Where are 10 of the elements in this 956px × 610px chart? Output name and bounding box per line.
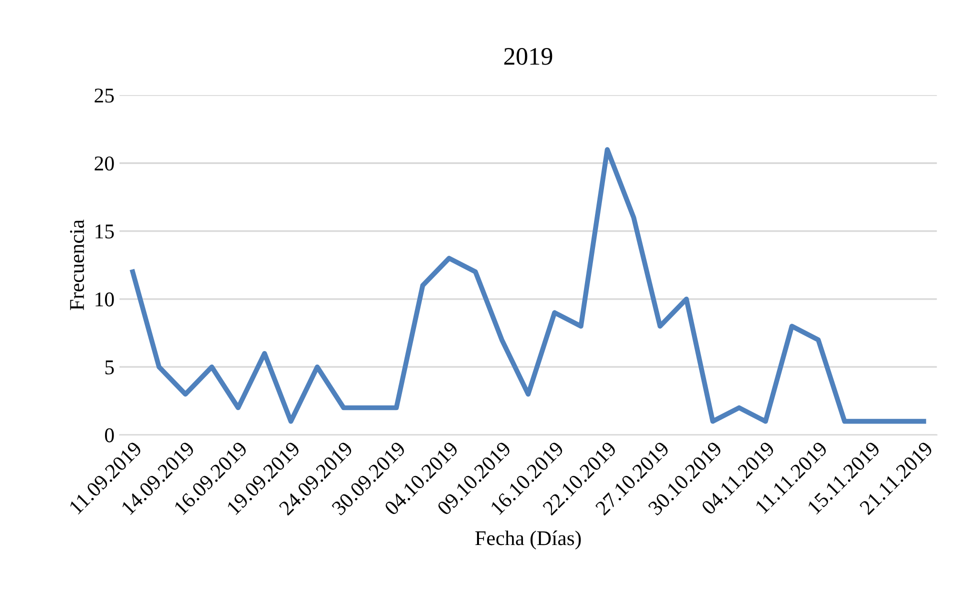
y-tick-label: 5 (105, 360, 114, 374)
y-tick-label: 10 (96, 292, 114, 306)
y-tick-label: 15 (96, 224, 114, 238)
y-tick-label: 0 (105, 428, 114, 442)
chart-title: 2019 (504, 48, 552, 65)
y-tick-label: 20 (94, 156, 114, 171)
y-tick-label: 25 (94, 88, 114, 103)
y-axis-title: Frecuencia (70, 220, 84, 310)
line-series (130, 147, 926, 424)
x-axis-title: Fecha (Días) (475, 530, 581, 550)
